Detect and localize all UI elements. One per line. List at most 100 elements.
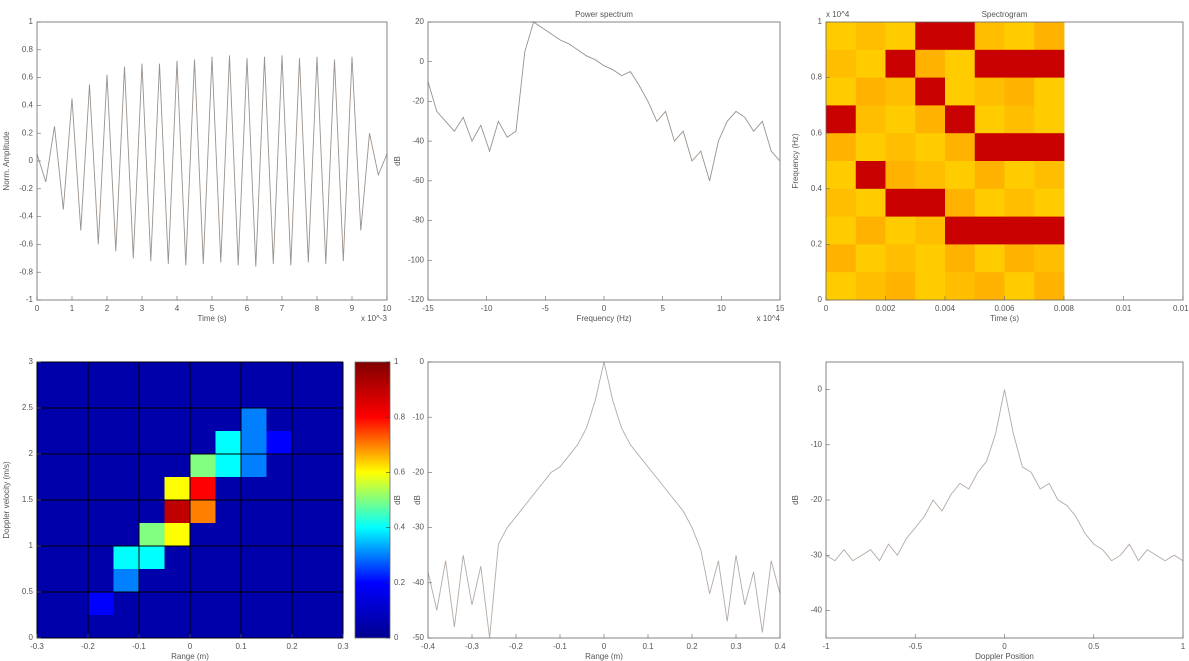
heatmap-cell bbox=[826, 244, 857, 273]
heatmap-cell bbox=[915, 133, 946, 162]
heatmap-cell bbox=[885, 188, 916, 217]
axes-frame bbox=[427, 21, 781, 301]
x-tick-label: 8 bbox=[315, 304, 320, 313]
heatmap-cell bbox=[139, 569, 165, 593]
heatmap-cell bbox=[855, 77, 886, 106]
y-tick-label: -0.6 bbox=[19, 240, 33, 249]
heatmap-cell bbox=[139, 523, 165, 547]
x-tick-label: -10 bbox=[481, 304, 493, 313]
heatmap-cell bbox=[215, 615, 242, 639]
heatmap-cell bbox=[62, 385, 89, 409]
y-tick-label: 0.4 bbox=[22, 101, 34, 110]
heatmap-cell bbox=[1034, 105, 1065, 134]
heatmap-cell bbox=[292, 408, 318, 432]
x-tick-label: 5 bbox=[660, 304, 665, 313]
heatmap-cell bbox=[139, 546, 165, 570]
colorbar-label: dB bbox=[413, 495, 422, 505]
heatmap-cell bbox=[826, 216, 857, 245]
x-tick-label: -0.5 bbox=[908, 642, 922, 651]
heatmap-cell bbox=[855, 188, 886, 217]
heatmap-cell bbox=[241, 431, 267, 455]
heatmap-cell bbox=[113, 500, 140, 524]
heatmap-cell bbox=[88, 408, 114, 432]
heatmap-cell bbox=[164, 477, 191, 501]
heatmap-cell bbox=[113, 569, 140, 593]
x-tick-label: 0.3 bbox=[337, 642, 349, 651]
heatmap-cell bbox=[62, 615, 89, 639]
heatmap-cell bbox=[1004, 161, 1035, 190]
heatmap-cell bbox=[974, 161, 1005, 190]
x-tick-label: 0.2 bbox=[686, 642, 698, 651]
heatmap-cell bbox=[826, 133, 857, 162]
x-tick-label: 3 bbox=[140, 304, 145, 313]
y-tick-label: 2.5 bbox=[22, 403, 34, 412]
heatmap-cell bbox=[37, 477, 63, 501]
heatmap-cell bbox=[113, 546, 140, 570]
heatmap-cell bbox=[292, 546, 318, 570]
x-tick-label: -0.1 bbox=[553, 642, 567, 651]
heatmap-cell bbox=[164, 569, 191, 593]
heatmap-cell bbox=[855, 105, 886, 134]
heatmap-cell bbox=[215, 362, 242, 386]
heatmap-cell bbox=[1004, 133, 1035, 162]
heatmap-cell bbox=[915, 22, 946, 51]
y-tick-label: -100 bbox=[408, 255, 425, 264]
heatmap-cell bbox=[164, 523, 191, 547]
heatmap-cell bbox=[88, 431, 114, 455]
x-tick-label: 0 bbox=[824, 304, 829, 313]
heatmap-cell bbox=[88, 615, 114, 639]
heatmap-cell bbox=[113, 523, 140, 547]
heatmap-cell bbox=[190, 477, 216, 501]
x-tick-label: 0.2 bbox=[286, 642, 298, 651]
heatmap-cell bbox=[974, 22, 1005, 51]
x-tick-label: 0.006 bbox=[994, 304, 1015, 313]
heatmap-cell bbox=[885, 49, 916, 78]
heatmap-cell bbox=[139, 431, 165, 455]
y-tick-label: 0 bbox=[818, 385, 823, 394]
heatmap-cell bbox=[855, 216, 886, 245]
y-tick-label: 3 bbox=[29, 357, 34, 366]
x-tick-label: 0.1 bbox=[235, 642, 247, 651]
heatmap-cell bbox=[915, 272, 946, 301]
heatmap-cell bbox=[37, 615, 63, 639]
heatmap-cell bbox=[915, 49, 946, 78]
heatmap-cell bbox=[190, 523, 216, 547]
heatmap-cell bbox=[266, 408, 293, 432]
heatmap-cell bbox=[139, 592, 165, 616]
heatmap-cell bbox=[1034, 216, 1065, 245]
signal-line bbox=[825, 389, 1184, 562]
heatmap-cell bbox=[317, 362, 344, 386]
heatmap-cell bbox=[945, 216, 976, 245]
heatmap-cell bbox=[62, 431, 89, 455]
heatmap-cell bbox=[1034, 49, 1065, 78]
x-tick-label: -1 bbox=[822, 642, 830, 651]
heatmap-cell bbox=[139, 477, 165, 501]
x-tick-label: 5 bbox=[210, 304, 215, 313]
heatmap-cell bbox=[37, 569, 63, 593]
heatmap-cell bbox=[88, 477, 114, 501]
x-tick-label: 2 bbox=[105, 304, 110, 313]
y-tick-label: 0.4 bbox=[811, 184, 823, 193]
heatmap-cell bbox=[855, 22, 886, 51]
y-tick-label: 0 bbox=[420, 57, 425, 66]
heatmap-cell bbox=[215, 592, 242, 616]
heatmap-cell bbox=[37, 500, 63, 524]
x-tick-label: -0.1 bbox=[132, 642, 146, 651]
heatmap-cell bbox=[266, 477, 293, 501]
x-tick-label: 0.008 bbox=[1054, 304, 1075, 313]
x-tick-label: -0.2 bbox=[509, 642, 523, 651]
heatmap-cell bbox=[885, 133, 916, 162]
heatmap-cell bbox=[113, 454, 140, 478]
heatmap-cell bbox=[37, 408, 63, 432]
colorbar-tick-label: 0.8 bbox=[394, 412, 406, 421]
x-axis-label: Time (s) bbox=[197, 314, 226, 323]
heatmap-cell bbox=[292, 477, 318, 501]
heatmap-cell bbox=[1004, 272, 1035, 301]
heatmap-cell bbox=[945, 272, 976, 301]
y-axis-label: dB bbox=[393, 495, 402, 505]
heatmap-cell bbox=[62, 408, 89, 432]
heatmap-cell bbox=[915, 216, 946, 245]
heatmap-cell bbox=[1004, 216, 1035, 245]
heatmap-cell bbox=[1034, 133, 1065, 162]
